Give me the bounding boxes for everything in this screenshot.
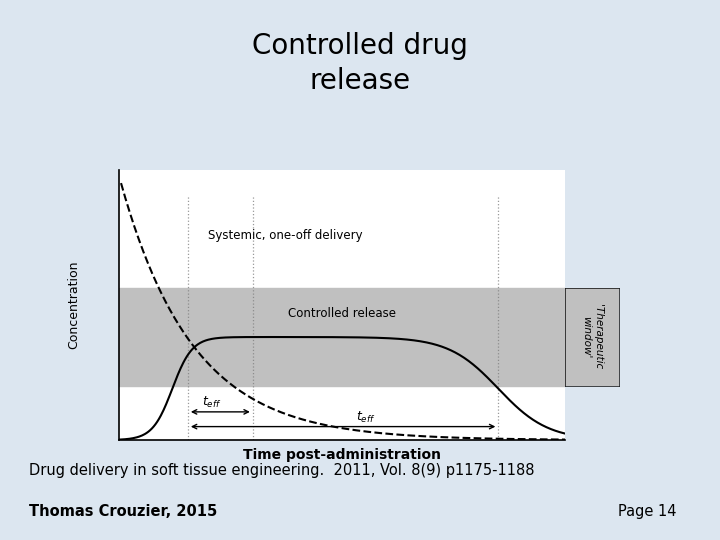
Text: $t_{eff}$: $t_{eff}$ [202, 395, 221, 410]
Text: 'Therapeutic
window': 'Therapeutic window' [582, 305, 603, 370]
Text: Controlled release: Controlled release [289, 307, 397, 320]
Text: $t_{eff}$: $t_{eff}$ [356, 409, 375, 424]
Text: Concentration: Concentration [68, 261, 81, 349]
Bar [119, 288, 565, 386]
Text: Systemic, one-off delivery: Systemic, one-off delivery [208, 229, 363, 242]
X-axis label: Time post-administration: Time post-administration [243, 448, 441, 462]
Text: Thomas Crouzier, 2015: Thomas Crouzier, 2015 [29, 504, 217, 519]
Text: Controlled drug
release: Controlled drug release [252, 32, 468, 95]
Text: Drug delivery in soft tissue engineering.  2011, Vol. 8(9) p1175-1188: Drug delivery in soft tissue engineering… [29, 463, 534, 478]
Text: Page 14: Page 14 [618, 504, 677, 519]
